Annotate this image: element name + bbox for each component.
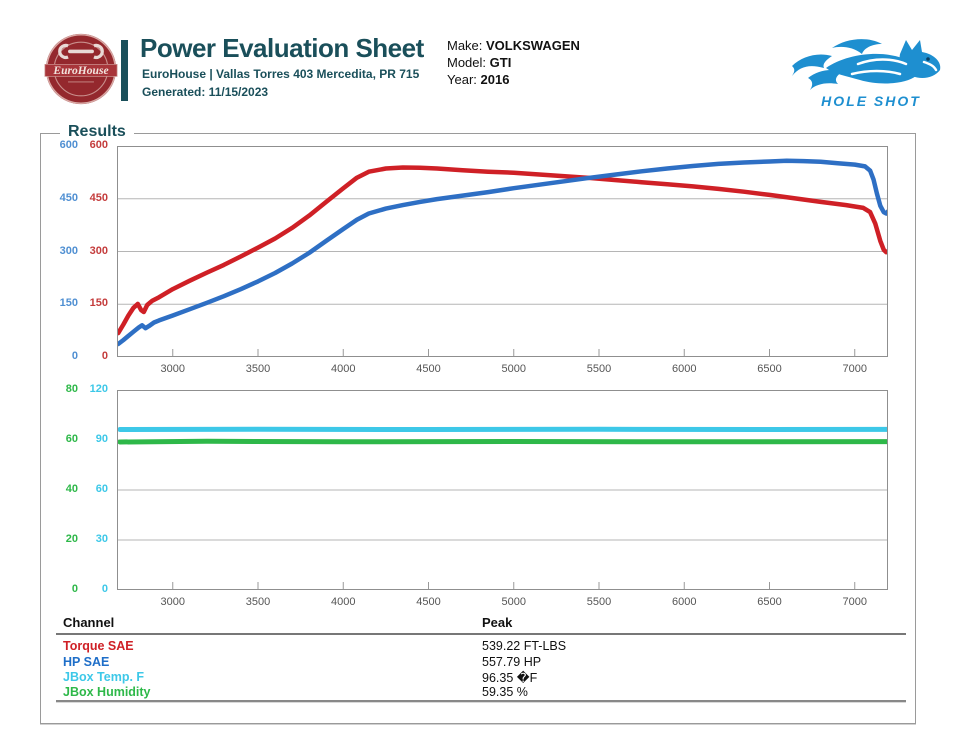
hole-shot-horse-logo: [792, 39, 941, 90]
table-row: JBox Temp. F: [63, 670, 145, 684]
vehicle-model: Model: GTI: [447, 55, 512, 70]
table-header-peak: Peak: [482, 615, 513, 630]
table-row-peak: 539.22 FT-LBS: [482, 639, 567, 653]
table-row-peak: 557.79 HP: [482, 655, 542, 669]
eurohouse-logo: EuroHouse: [44, 33, 118, 105]
table-row: JBox Humidity: [63, 685, 151, 699]
svg-text:EuroHouse: EuroHouse: [52, 64, 108, 77]
table-row-peak: 96.35 �F: [482, 671, 538, 685]
hole-shot-logo-text: HOLE SHOT: [821, 93, 921, 109]
vehicle-info: Make: VOLKSWAGEN Model: GTI Year: 2016: [447, 37, 580, 88]
table-header-channel: Channel: [63, 615, 115, 630]
header-accent-bar: [121, 40, 128, 101]
vehicle-make: Make: VOLKSWAGEN: [447, 38, 580, 53]
table-header-divider: [56, 633, 906, 635]
table-row-peak: 59.35 %: [482, 685, 528, 699]
results-legend: Results: [60, 123, 134, 141]
results-frame: [40, 133, 916, 724]
vehicle-year: Year: 2016: [447, 72, 510, 87]
table-row: HP SAE: [63, 655, 110, 669]
generated-date: Generated: 11/15/2023: [142, 85, 269, 99]
page-title: Power Evaluation Sheet: [140, 33, 424, 63]
table-row: Torque SAE: [63, 639, 134, 653]
shop-address: EuroHouse | Vallas Torres 403 Mercedita,…: [142, 67, 420, 81]
table-bottom-divider: [56, 700, 906, 702]
wrench-icon: [58, 43, 104, 60]
